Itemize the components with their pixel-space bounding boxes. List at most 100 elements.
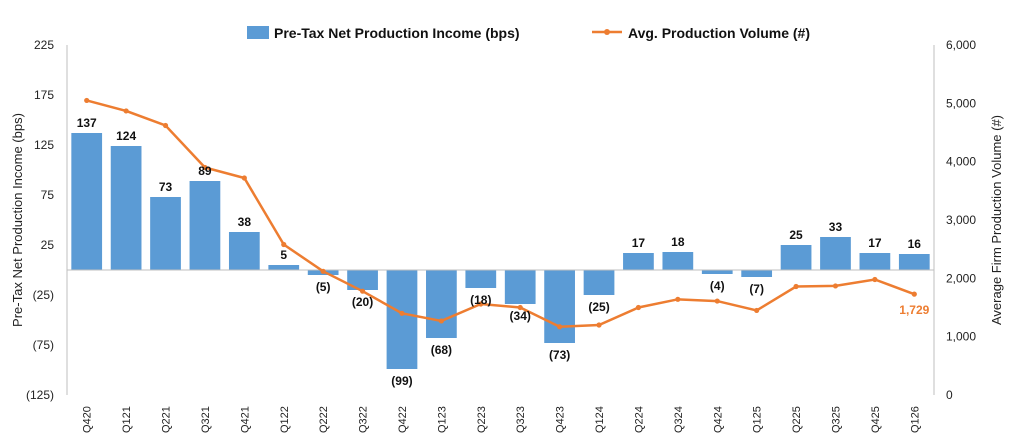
- x-tick-label: Q125: [752, 406, 764, 433]
- x-tick-label: Q420: [82, 406, 94, 433]
- bar: [780, 245, 812, 270]
- left-tick-label: (75): [33, 338, 54, 352]
- left-tick-label: 25: [41, 238, 55, 252]
- bar-series: [71, 133, 930, 369]
- volume-point: [635, 304, 642, 311]
- bar-data-labels: 137 124 73 89 38 5 (5) (20) (99) (68) (18) (34) (73)…: [77, 116, 922, 388]
- volume-point: [359, 288, 366, 294]
- bar: [189, 181, 221, 270]
- bar-data-label: (18): [470, 293, 491, 307]
- bar-data-label: 38: [238, 215, 252, 229]
- volume-point: [241, 175, 247, 181]
- bar-data-label: (4): [710, 279, 725, 293]
- bar: [386, 270, 418, 369]
- volume-point: [320, 268, 326, 274]
- bar-data-label: (25): [588, 300, 609, 314]
- volume-last-label: 1,729: [899, 303, 929, 317]
- bar: [820, 237, 851, 270]
- bar-data-label: (7): [749, 282, 764, 296]
- bar-data-label: (34): [510, 309, 531, 323]
- bar: [150, 197, 181, 270]
- volume-point: [399, 310, 405, 316]
- left-tick-label: 175: [34, 88, 54, 102]
- bar: [859, 253, 891, 270]
- bar-data-label: (99): [391, 374, 412, 388]
- x-tick-label: Q123: [436, 406, 448, 433]
- volume-point: [754, 307, 760, 314]
- left-tick-label: (25): [33, 288, 54, 302]
- volume-point: [478, 301, 484, 307]
- bar-data-label: 124: [116, 129, 136, 143]
- right-tick-label: 2,000: [946, 271, 976, 285]
- x-tick-label: Q324: [673, 406, 685, 433]
- bar: [110, 146, 142, 270]
- volume-point: [872, 276, 878, 283]
- x-tick-label: Q224: [633, 406, 645, 433]
- x-tick-label: Q126: [909, 406, 921, 433]
- bar: [662, 252, 694, 270]
- x-tick-label: Q422: [397, 406, 409, 433]
- volume-point: [714, 298, 720, 304]
- bar: [228, 232, 260, 270]
- volume-point: [517, 304, 523, 311]
- volume-point: [793, 283, 799, 290]
- x-tick-label: Q323: [515, 406, 527, 433]
- legend-line-marker: [604, 29, 610, 35]
- bar: [898, 254, 930, 270]
- bar-data-label: 33: [829, 220, 843, 234]
- left-axis-ticks: 225 175 125 75 25 (25) (75) (125): [26, 38, 54, 402]
- bar: [347, 270, 378, 290]
- bar-data-label: 18: [671, 235, 685, 249]
- legend: Pre-Tax Net Production Income (bps) Avg.…: [247, 25, 810, 41]
- legend-bar-label: Pre-Tax Net Production Income (bps): [274, 25, 520, 41]
- x-tick-label: Q322: [358, 406, 370, 433]
- bar-data-label: 17: [632, 236, 646, 250]
- right-tick-label: 4,000: [946, 155, 976, 169]
- bar-data-label: 137: [77, 116, 97, 130]
- left-tick-label: (125): [26, 388, 54, 402]
- x-tick-label: Q124: [594, 406, 606, 433]
- x-tick-label: Q424: [712, 406, 724, 433]
- left-tick-label: 75: [41, 188, 55, 202]
- x-tick-label: Q222: [318, 406, 330, 433]
- bar: [268, 265, 300, 270]
- bar-data-label: (5): [316, 280, 331, 294]
- volume-point: [832, 283, 839, 289]
- volume-point: [162, 122, 169, 129]
- right-tick-label: 0: [946, 388, 953, 402]
- bar-data-label: (73): [549, 348, 570, 362]
- legend-bar-swatch: [247, 26, 269, 39]
- volume-line: [86, 99, 915, 329]
- bar-data-label: 25: [789, 228, 803, 242]
- right-tick-label: 5,000: [946, 96, 976, 110]
- volume-point: [675, 296, 681, 302]
- volume-point: [438, 318, 444, 324]
- bar-data-label: 73: [159, 180, 173, 194]
- x-tick-label: Q321: [200, 406, 212, 433]
- legend-line-label: Avg. Production Volume (#): [628, 25, 810, 41]
- x-tick-label: Q122: [279, 406, 291, 433]
- left-tick-label: 125: [34, 138, 54, 152]
- volume-point: [202, 164, 208, 171]
- x-tick-label: Q325: [830, 406, 842, 433]
- right-axis-title: Average Firm Production Volume (#): [989, 115, 1004, 325]
- bar-data-label: 89: [198, 164, 212, 178]
- x-tick-label: Q223: [476, 406, 488, 433]
- bar: [465, 270, 497, 288]
- bar-data-label: 16: [908, 237, 922, 251]
- x-axis-ticks: Q420 Q121 Q221 Q321 Q421 Q122 Q222 Q322 Q422 Q123…: [82, 406, 922, 433]
- volume-point: [281, 241, 287, 248]
- bar: [71, 133, 103, 270]
- bar-data-label: 5: [280, 248, 287, 262]
- volume-point: [84, 97, 90, 104]
- right-tick-label: 3,000: [946, 213, 976, 227]
- x-tick-label: Q121: [121, 406, 133, 433]
- bar: [583, 270, 615, 295]
- line-series: 1,729: [84, 97, 930, 330]
- bar-data-label: 17: [868, 236, 882, 250]
- right-tick-label: 1,000: [946, 330, 976, 344]
- left-axis-title: Pre-Tax Net Production Income (bps): [10, 113, 25, 327]
- bar-data-label: (20): [352, 295, 373, 309]
- volume-point: [911, 291, 917, 297]
